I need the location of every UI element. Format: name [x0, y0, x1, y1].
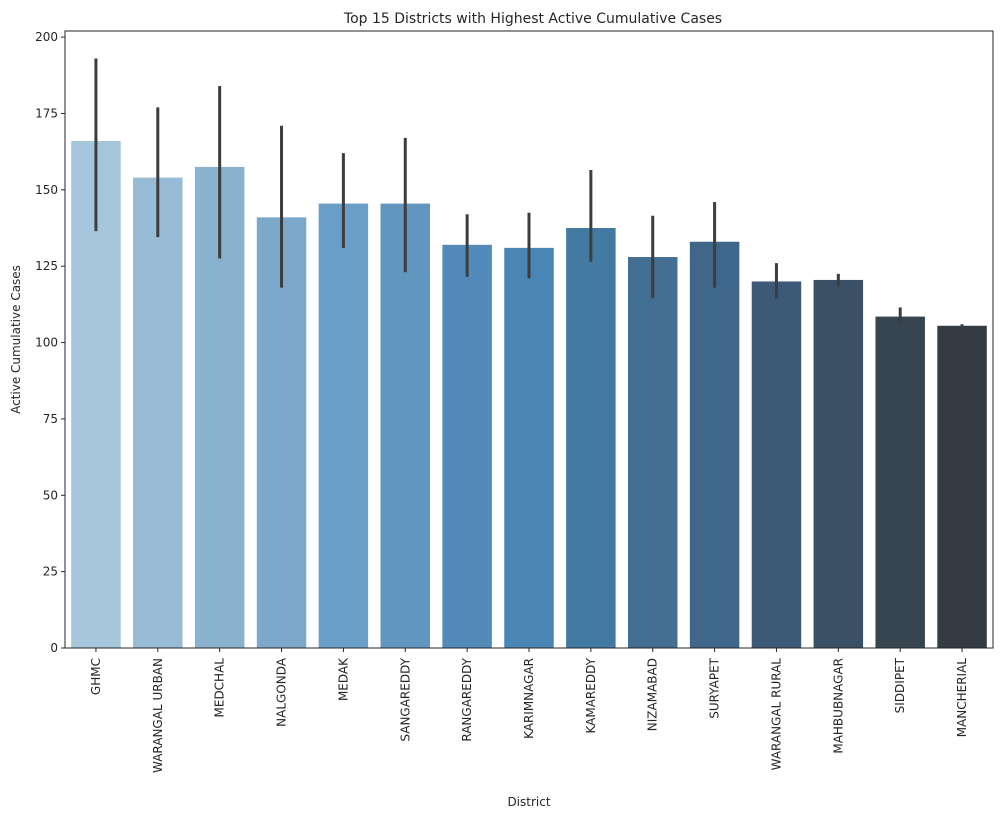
y-axis-title: Active Cumulative Cases — [9, 265, 23, 414]
bar-mancherial — [937, 325, 987, 648]
x-tick-label: WARANGAL RURAL — [769, 658, 783, 771]
x-tick-label: KAMAREDDY — [584, 657, 598, 733]
bar-sangareddy — [380, 203, 431, 649]
y-tick-label: 50 — [43, 488, 58, 502]
x-tick-label: SANGAREDDY — [398, 657, 412, 741]
bar-mahbubnagar — [813, 279, 864, 648]
y-tick-label: 125 — [35, 259, 58, 273]
bars-layer — [71, 140, 987, 649]
y-tick-label: 175 — [35, 106, 58, 120]
x-axis: GHMC WARANGAL URBAN MEDCHAL NALGONDA MEDAK SA… — [89, 648, 969, 773]
x-tick-label: MEDAK — [336, 657, 350, 701]
y-tick-label: 0 — [50, 641, 58, 655]
y-tick-label: 75 — [43, 412, 58, 426]
x-tick-label: MEDCHAL — [213, 658, 227, 718]
bar-karimnagar — [504, 247, 554, 648]
x-tick-label: NALGONDA — [275, 657, 289, 727]
x-tick-label: KARIMNAGAR — [522, 658, 536, 739]
error-bars-layer — [94, 58, 964, 328]
x-axis-title: District — [507, 795, 550, 809]
x-tick-label: NIZAMABAD — [646, 658, 660, 731]
x-tick-label: SIDDIPET — [893, 657, 907, 713]
x-tick-label: MANCHERIAL — [955, 658, 969, 738]
y-tick-label: 100 — [35, 336, 58, 350]
y-axis: 0 25 50 75 100 125 150 175 200 — [35, 30, 65, 655]
x-tick-label: MAHBUBNAGAR — [831, 658, 845, 754]
bar-nizamabad — [627, 257, 678, 648]
y-tick-label: 200 — [35, 30, 58, 44]
y-tick-label: 150 — [35, 183, 58, 197]
bar-kamareddy — [566, 228, 616, 648]
chart-title: Top 15 Districts with Highest Active Cum… — [343, 11, 722, 27]
bar-siddipet — [875, 316, 925, 648]
x-tick-label: WARANGAL URBAN — [151, 658, 165, 773]
y-tick-label: 25 — [43, 565, 58, 579]
bar-warangal-urban — [133, 177, 183, 648]
bar-warangal-rural — [751, 281, 802, 648]
x-tick-label: GHMC — [89, 658, 103, 695]
plot-frame — [64, 30, 994, 649]
bar-rangareddy — [442, 244, 492, 648]
bar-nalgonda — [256, 217, 307, 648]
x-tick-label: RANGAREDDY — [460, 657, 474, 741]
x-tick-label: SURYAPET — [708, 657, 722, 718]
bar-suryapet — [689, 241, 740, 648]
bar-medak — [318, 203, 369, 649]
